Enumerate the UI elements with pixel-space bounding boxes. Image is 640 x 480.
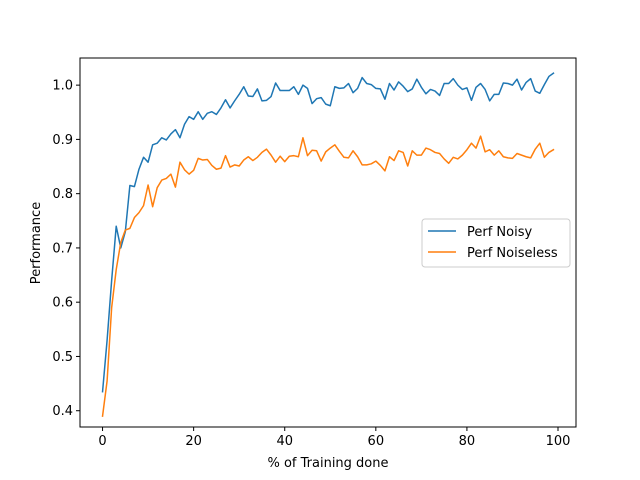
- x-tick-label: 20: [185, 434, 202, 449]
- axes-layer: [79, 57, 577, 428]
- series-layer: [101, 72, 555, 417]
- x-tick-label: 0: [98, 434, 106, 449]
- legend-label-perf-noisy: Perf Noisy: [467, 225, 532, 240]
- y-tick-label: 0.7: [52, 241, 73, 256]
- x-tick-label: 100: [546, 434, 571, 449]
- y-tick-label: 1.0: [52, 79, 73, 94]
- legend-box: [421, 218, 571, 268]
- plot-frame: [79, 57, 577, 428]
- series-line-perf-noiseless: [101, 135, 555, 417]
- x-axis-label: % of Training done: [267, 456, 388, 471]
- y-ticks: 0.4 0.5 0.6 0.7 0.8 0.9 1.0: [52, 79, 80, 419]
- x-tick-label: 60: [368, 434, 385, 449]
- x-ticks: 0 20 40 60 80 100: [98, 427, 570, 449]
- y-tick-label: 0.6: [52, 296, 73, 311]
- x-tick-label: 80: [459, 434, 476, 449]
- y-tick-label: 0.5: [52, 350, 73, 365]
- y-tick-label: 0.4: [52, 404, 73, 419]
- series-line-perf-noisy: [101, 72, 555, 393]
- y-tick-label: 0.8: [52, 187, 73, 202]
- x-tick-label: 40: [276, 434, 293, 449]
- y-axis-label: Performance: [29, 202, 44, 284]
- y-tick-label: 0.9: [52, 133, 73, 148]
- legend: Perf Noisy Perf Noiseless: [421, 218, 571, 268]
- legend-label-perf-noiseless: Perf Noiseless: [467, 246, 558, 261]
